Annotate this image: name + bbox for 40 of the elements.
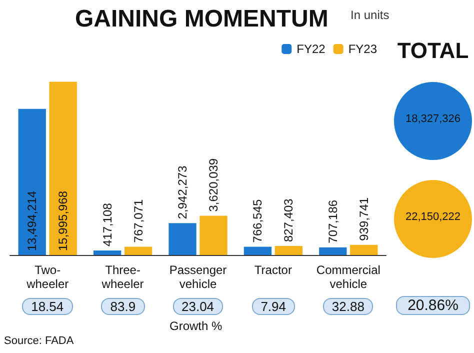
- bar: [49, 82, 77, 255]
- text: 22,150,222: [404, 211, 462, 223]
- legend-label: FY23: [348, 42, 378, 56]
- bar: [350, 244, 378, 255]
- bar: [168, 223, 196, 255]
- x-tick-label: Passenger vehicle: [169, 263, 227, 291]
- text: 7.94: [252, 298, 295, 315]
- chart-title: GAINING MOMENTUM: [75, 6, 328, 32]
- bar: [124, 246, 152, 255]
- text: 18,327,326: [404, 113, 462, 125]
- x-tick-label: Commercial vehicle: [316, 263, 380, 291]
- source-note: Source: FADA: [4, 335, 74, 347]
- text: 32.88: [322, 298, 374, 315]
- legend-label: FY22: [296, 42, 326, 56]
- text: 18.54: [22, 298, 73, 315]
- data-label: 13,494,214: [25, 190, 40, 251]
- data-label: 15,995,968: [56, 190, 70, 251]
- bar: [244, 246, 272, 255]
- bar: [319, 247, 347, 255]
- data-label: 3,620,039: [206, 158, 220, 212]
- data-label: 417,108: [100, 202, 114, 246]
- bar: [200, 216, 228, 255]
- text: In units: [350, 8, 390, 22]
- data-label: 707,186: [326, 200, 340, 244]
- bar: [18, 108, 46, 255]
- data-label: 767,071: [131, 198, 146, 243]
- data-label: 2,942,273: [176, 165, 190, 220]
- text: 83.9: [101, 298, 145, 315]
- bar: [93, 250, 122, 255]
- text: TOTAL: [396, 38, 470, 64]
- x-tick-label: Three-wheeler: [100, 263, 144, 291]
- bar: [274, 246, 303, 255]
- x-tick-label: Tractor: [254, 263, 292, 277]
- text: Growth %: [170, 319, 222, 333]
- data-label: 827,403: [282, 198, 296, 242]
- text: 20.86%: [396, 296, 470, 315]
- text: 23.04: [172, 298, 224, 315]
- x-tick-label: Two-wheeler: [26, 263, 69, 291]
- data-label: 939,741: [356, 197, 371, 241]
- data-label: 766,545: [250, 198, 265, 243]
